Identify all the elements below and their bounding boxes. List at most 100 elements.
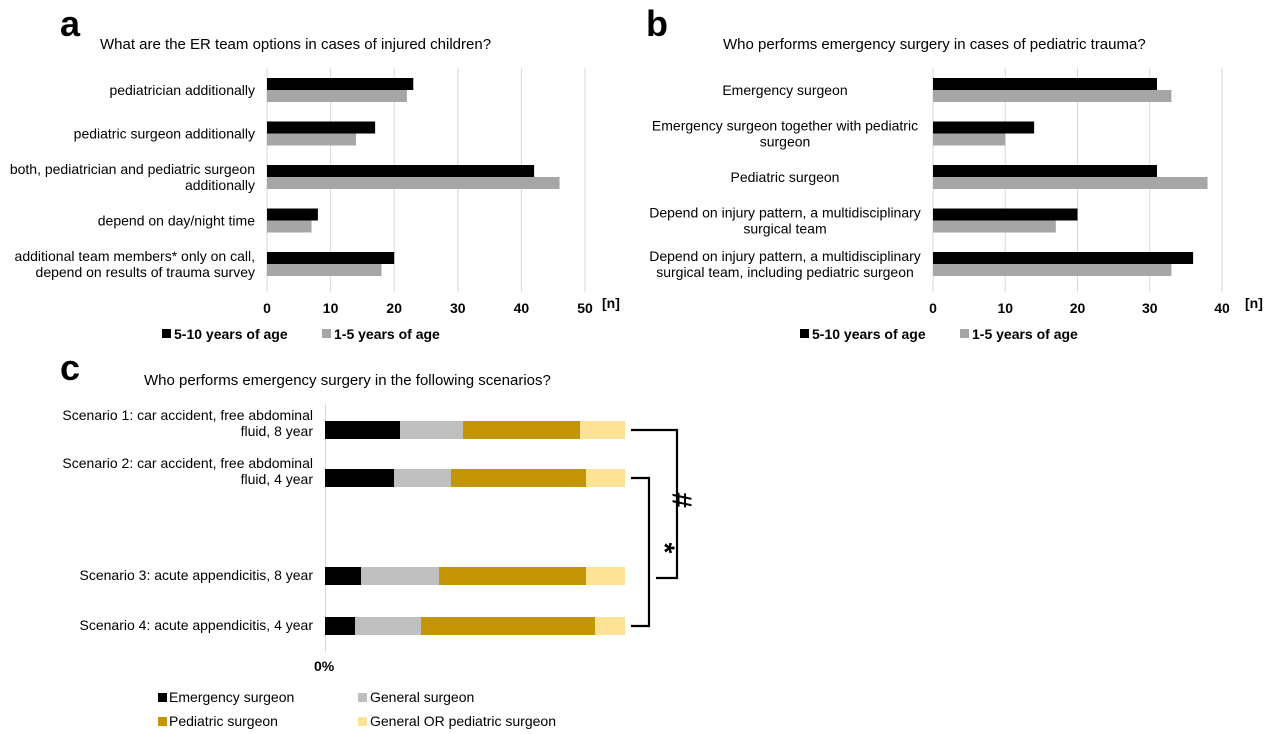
bar <box>933 252 1194 264</box>
legend-swatch-5-10 <box>162 329 171 338</box>
stacked-bar-segment <box>325 567 361 585</box>
stacked-bar-segment <box>361 567 439 585</box>
bar <box>267 90 407 102</box>
category-label: Emergency surgeon together with pediatri… <box>652 118 918 134</box>
stacked-bar-segment <box>394 469 451 487</box>
x-tick-label: 30 <box>450 300 466 316</box>
stacked-bar-segment <box>586 567 625 585</box>
bar <box>933 78 1157 90</box>
panel-c-tick-label: 0% <box>314 658 335 674</box>
panel-c-legend: Emergency surgeon General surgeon Pediat… <box>158 689 556 729</box>
bar <box>267 252 395 264</box>
category-label: surgical team, including pediatric surge… <box>656 264 914 280</box>
panel-c-category-labels: Scenario 1: car accident, free abdominal… <box>62 407 313 633</box>
bar <box>933 220 1056 233</box>
panel-a-bar-chart: a What are the ER team options in cases … <box>10 3 620 342</box>
bar <box>933 264 1172 276</box>
panel-b-x-unit: [n] <box>1245 295 1263 311</box>
stacked-bar-segment <box>439 567 586 585</box>
stacked-bar-segment <box>325 469 394 487</box>
panel-b-bars <box>933 78 1208 276</box>
category-label: additionally <box>185 177 255 193</box>
legend-swatch-5-10 <box>800 329 809 338</box>
bar <box>933 165 1157 177</box>
panel-a-legend: 5-10 years of age 1-5 years of age <box>162 326 440 342</box>
bar <box>267 121 376 134</box>
legend-swatch-general <box>358 693 367 702</box>
panel-b-title: Who performs emergency surgery in cases … <box>723 36 1146 53</box>
scenario-label: Scenario 1: car accident, free abdominal <box>62 407 313 423</box>
legend-label-pediatric: Pediatric surgeon <box>169 713 278 729</box>
x-tick-label: 20 <box>1070 300 1086 316</box>
panel-a-category-labels: pediatrician additionally pediatric surge… <box>10 82 255 280</box>
legend-label-general: General surgeon <box>370 689 474 705</box>
stacked-bar-segment <box>463 421 580 439</box>
panel-c-letter: c <box>60 347 80 388</box>
significance-star: * <box>650 543 681 554</box>
panel-c-title: Who performs emergency surgery in the fo… <box>144 372 551 389</box>
x-tick-label: 40 <box>514 300 530 316</box>
category-label: depend on day/night time <box>98 213 255 229</box>
panel-b-letter: b <box>646 3 668 44</box>
category-label: both, pediatrician and pediatric surgeon <box>10 161 255 177</box>
scenario-label: Scenario 3: acute appendicitis, 8 year <box>80 567 314 583</box>
legend-label-5-10: 5-10 years of age <box>812 326 926 342</box>
bar <box>933 121 1035 134</box>
bracket-hash <box>631 428 679 580</box>
bar <box>933 208 1078 221</box>
significance-brackets: # * <box>631 428 698 628</box>
bar <box>267 220 312 233</box>
x-tick-label: 50 <box>577 300 593 316</box>
legend-label-emergency: Emergency surgeon <box>169 689 294 705</box>
category-label: Emergency surgeon <box>722 82 847 98</box>
stacked-bar-segment <box>355 617 421 635</box>
x-tick-label: 20 <box>386 300 402 316</box>
panel-c-stacked-bar-chart: c Who performs emergency surgery in the … <box>60 347 698 729</box>
panel-b-bar-chart: b Who performs emergency surgery in case… <box>646 3 1263 342</box>
x-tick-label: 10 <box>323 300 339 316</box>
stacked-bar-segment <box>580 421 625 439</box>
bar <box>267 177 560 189</box>
stacked-bar-segment <box>400 421 463 439</box>
panel-c-bars <box>325 421 625 635</box>
category-label: surgical team <box>743 221 826 237</box>
x-tick-label: 40 <box>1214 300 1230 316</box>
panel-a-bars <box>267 78 560 276</box>
bar <box>267 264 382 276</box>
x-tick-label: 0 <box>929 300 937 316</box>
panel-a-x-unit: [n] <box>602 295 620 311</box>
legend-swatch-1-5 <box>960 329 969 338</box>
category-label: Depend on injury pattern, a multidiscipl… <box>649 205 921 221</box>
bar <box>267 165 535 177</box>
scenario-label: fluid, 8 year <box>241 423 314 439</box>
legend-swatch-general-or-pediatric <box>358 717 367 726</box>
scenario-label: fluid, 4 year <box>241 471 314 487</box>
legend-swatch-1-5 <box>322 329 331 338</box>
bar <box>933 177 1208 189</box>
bracket-star <box>631 476 651 628</box>
stacked-bar-segment <box>325 617 355 635</box>
scenario-label: Scenario 4: acute appendicitis, 4 year <box>80 617 314 633</box>
category-label: Depend on injury pattern, a multidiscipl… <box>649 248 921 264</box>
panel-b-category-labels: Emergency surgeon Emergency surgeon toget… <box>649 82 921 280</box>
category-label: pediatrician additionally <box>109 82 255 98</box>
category-label: additional team members* only on call, <box>15 248 255 264</box>
panel-a-title: What are the ER team options in cases of… <box>100 36 491 53</box>
category-label: pediatric surgeon additionally <box>74 126 255 142</box>
panel-b-tick-labels: 0 10 20 30 40 <box>929 300 1230 316</box>
legend-label-1-5: 1-5 years of age <box>334 326 440 342</box>
bar <box>267 78 414 90</box>
stacked-bar-segment <box>586 469 625 487</box>
stacked-bar-segment <box>451 469 586 487</box>
bar <box>267 208 318 221</box>
legend-swatch-emergency <box>158 693 167 702</box>
scenario-label: Scenario 2: car accident, free abdominal <box>62 455 313 471</box>
category-label: depend on results of trauma survey <box>36 264 255 280</box>
legend-label-general-or-pediatric: General OR pediatric surgeon <box>370 713 556 729</box>
stacked-bar-segment <box>595 617 625 635</box>
significance-hash: # <box>667 492 698 508</box>
panel-a-letter: a <box>60 3 81 44</box>
panel-a-tick-labels: 0 10 20 30 40 50 <box>263 300 593 316</box>
bar <box>267 133 357 146</box>
